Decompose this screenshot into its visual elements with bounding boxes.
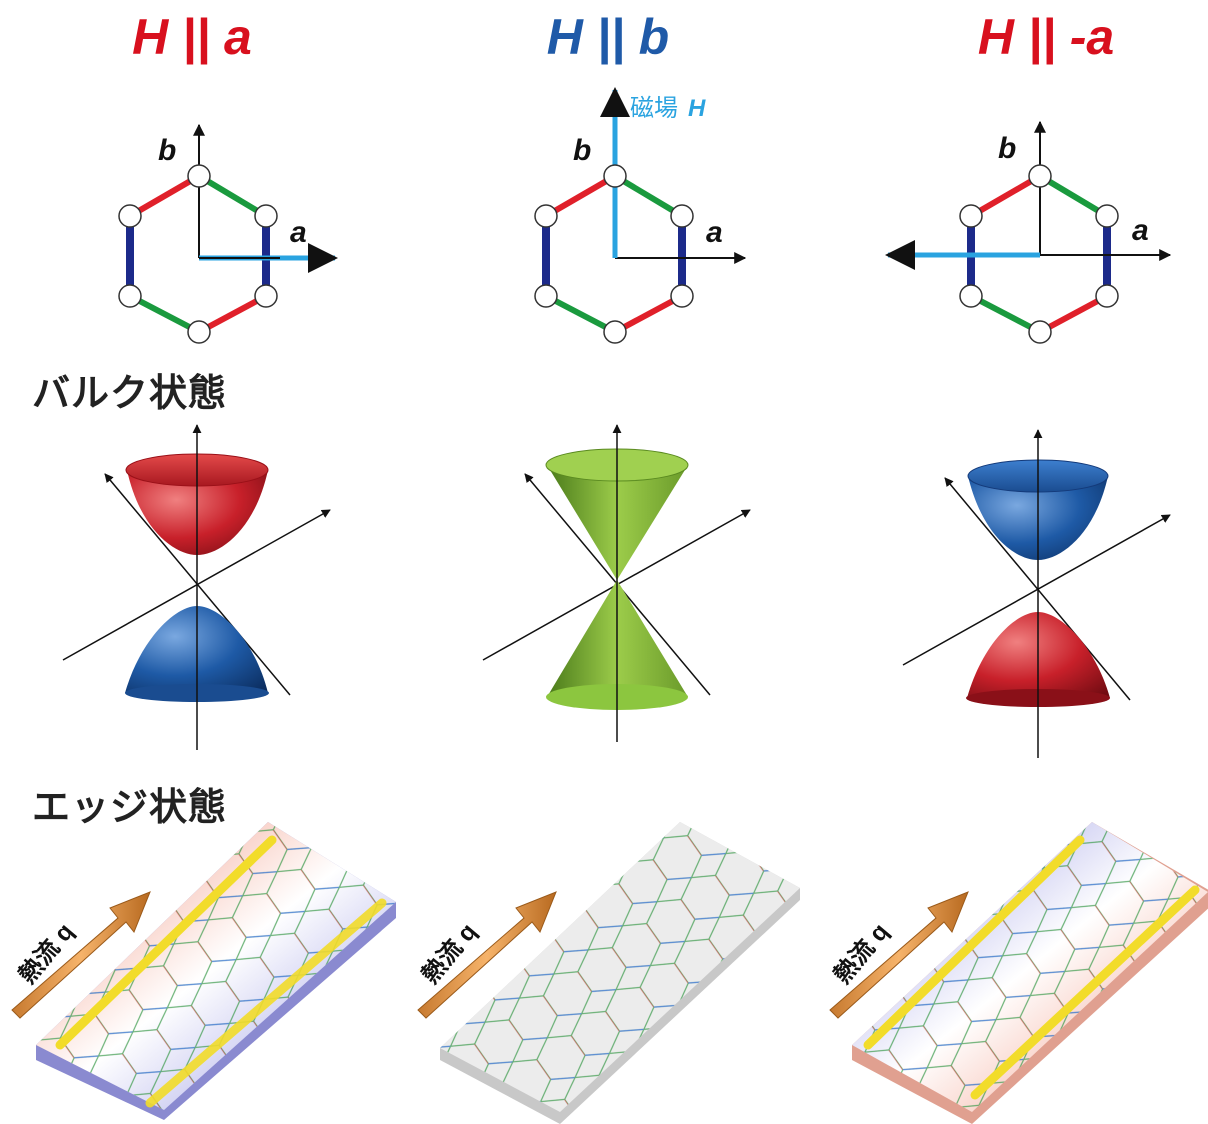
heat-label: 熱流 q bbox=[14, 918, 79, 988]
title-h-parallel-minus-a: H || -a bbox=[977, 9, 1115, 65]
edge-state-label: エッジ状態 bbox=[32, 785, 228, 829]
edge-current-top bbox=[55, 835, 277, 1050]
axis-b-label: b bbox=[158, 134, 176, 167]
title-h-parallel-b: H || b bbox=[546, 9, 670, 65]
svg-text:熱流 q: 熱流 q bbox=[829, 918, 894, 988]
honeycomb-cell-minus-a: b a bbox=[885, 120, 1172, 344]
bulk-band-dirac-cone bbox=[482, 424, 751, 742]
bulk-state-label: バルク状態 bbox=[32, 371, 228, 415]
svg-text:b: b bbox=[573, 134, 591, 167]
edge-slab-a: 熱流 q bbox=[11, 822, 396, 1120]
field-label: 磁場 bbox=[630, 95, 678, 122]
svg-text:a: a bbox=[1132, 214, 1149, 247]
svg-text:H: H bbox=[688, 95, 706, 122]
honeycomb-cell-b: b a 磁場 H bbox=[534, 87, 747, 344]
honeycomb-cell-a: b a bbox=[118, 123, 338, 344]
edge-slab-b: 熱流 q bbox=[417, 822, 800, 1124]
svg-text:b: b bbox=[998, 132, 1016, 165]
bulk-band-gapped-minus-a bbox=[902, 429, 1171, 758]
edge-slab-minus-a: 熱流 q bbox=[829, 822, 1208, 1124]
svg-text:a: a bbox=[706, 216, 723, 249]
axis-a-label: a bbox=[290, 216, 307, 249]
svg-text:熱流 q: 熱流 q bbox=[417, 918, 482, 988]
bulk-band-gapped-a bbox=[62, 424, 331, 750]
title-h-parallel-a: H || a bbox=[132, 9, 252, 65]
heat-arrow bbox=[11, 891, 151, 1019]
